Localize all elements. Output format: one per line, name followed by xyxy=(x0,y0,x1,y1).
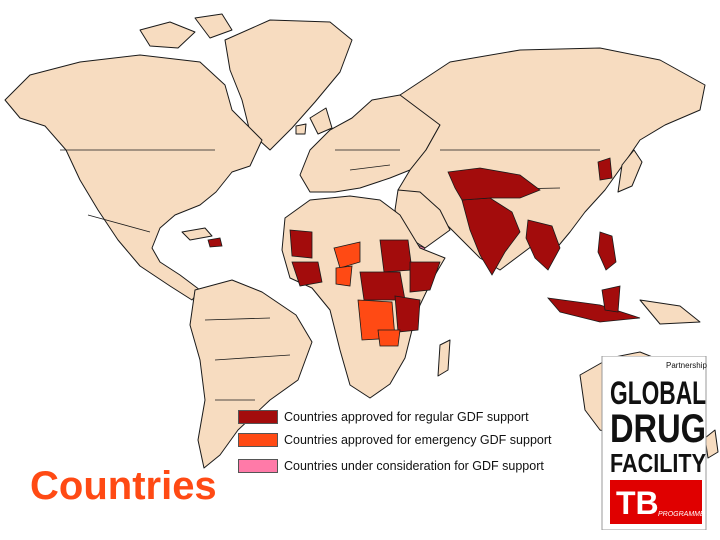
legend-swatch-regular xyxy=(238,410,278,424)
zambia xyxy=(377,329,401,347)
central-africa xyxy=(359,271,406,301)
logo-line1: GLOBAL xyxy=(610,375,706,411)
legend-item-regular: Countries approved for regular GDF suppo… xyxy=(238,408,529,426)
haiti xyxy=(207,237,223,248)
legend-item-emergency: Countries approved for emergency GDF sup… xyxy=(238,431,552,449)
mauritania xyxy=(289,229,313,259)
legend-label-consideration: Countries under consideration for GDF su… xyxy=(284,459,544,473)
legend-swatch-emergency xyxy=(238,433,278,447)
west-africa xyxy=(291,261,323,287)
logo-badge-sub: PROGRAMME xyxy=(658,511,705,518)
legend-label-emergency: Countries approved for emergency GDF sup… xyxy=(284,433,552,447)
se-asia xyxy=(525,219,561,271)
logo-badge xyxy=(610,480,702,524)
legend-item-consideration: Countries under consideration for GDF su… xyxy=(238,457,544,475)
logo-line3: FACILITY xyxy=(610,448,706,478)
indonesia xyxy=(547,297,641,323)
legend-swatch-consideration xyxy=(238,459,278,473)
east-africa xyxy=(394,295,421,333)
gdf-logo: Partnership GLOBAL DRUG FACILITY TB PROG… xyxy=(601,356,707,530)
greenland xyxy=(224,19,353,151)
ethiopia xyxy=(409,261,441,293)
page-title: Countries xyxy=(30,464,217,508)
logo-badge-text: TB xyxy=(616,485,659,521)
philippines xyxy=(597,231,617,271)
north-america xyxy=(4,54,263,301)
india xyxy=(461,197,521,276)
north-korea xyxy=(597,157,613,181)
logo-top-text: Partnership xyxy=(666,361,707,370)
legend-label-regular: Countries approved for regular GDF suppo… xyxy=(284,410,529,424)
niger-region xyxy=(333,241,361,269)
south-america xyxy=(189,279,313,469)
central-asia-band xyxy=(447,167,541,201)
logo-line2: DRUG xyxy=(610,407,706,451)
nigeria xyxy=(335,265,353,287)
sudan xyxy=(379,239,413,273)
